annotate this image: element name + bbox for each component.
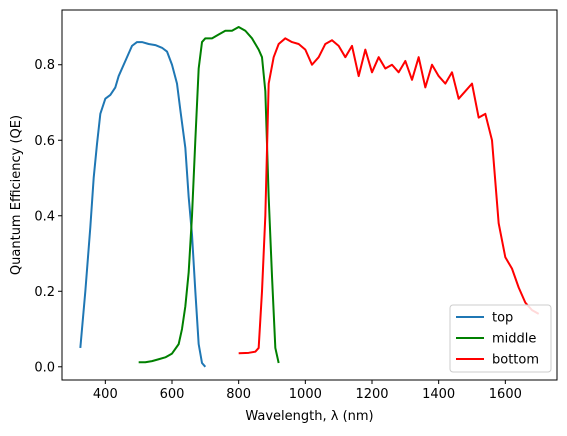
x-tick-label: 1000	[289, 387, 322, 402]
y-tick-label: 0.4	[34, 209, 55, 224]
y-tick-label: 0.8	[34, 58, 55, 73]
legend-label-top: top	[492, 311, 513, 326]
y-tick-label: 0.6	[34, 134, 55, 149]
y-tick-label: 0.0	[34, 360, 55, 375]
plot-frame	[61, 9, 558, 381]
x-tick-label: 1600	[489, 387, 522, 402]
legend-box	[449, 304, 552, 373]
y-axis-label: Quantum Efficiency (QE)	[9, 115, 24, 275]
legend-label-middle: middle	[492, 332, 536, 347]
series-layer	[79, 25, 540, 368]
x-axis-label: Wavelength, λ (nm)	[245, 409, 373, 424]
x-tick-label: 1400	[422, 387, 455, 402]
series-line-bottom	[238, 37, 540, 355]
x-tick-label: 400	[93, 387, 118, 402]
series-line-middle	[138, 25, 280, 364]
x-tick-label: 600	[160, 387, 185, 402]
x-tick-label: 1200	[355, 387, 388, 402]
y-tick-label: 0.2	[34, 285, 55, 300]
legend: top middle bottom	[449, 304, 552, 373]
legend-label-bottom: bottom	[492, 353, 539, 368]
ticks-layer: 400 600 800 1000 1200 1400 1600 0.0 0.2 0.4 0.6 0.8	[34, 58, 522, 402]
x-tick-label: 800	[226, 387, 251, 402]
series-line-top	[79, 41, 207, 368]
